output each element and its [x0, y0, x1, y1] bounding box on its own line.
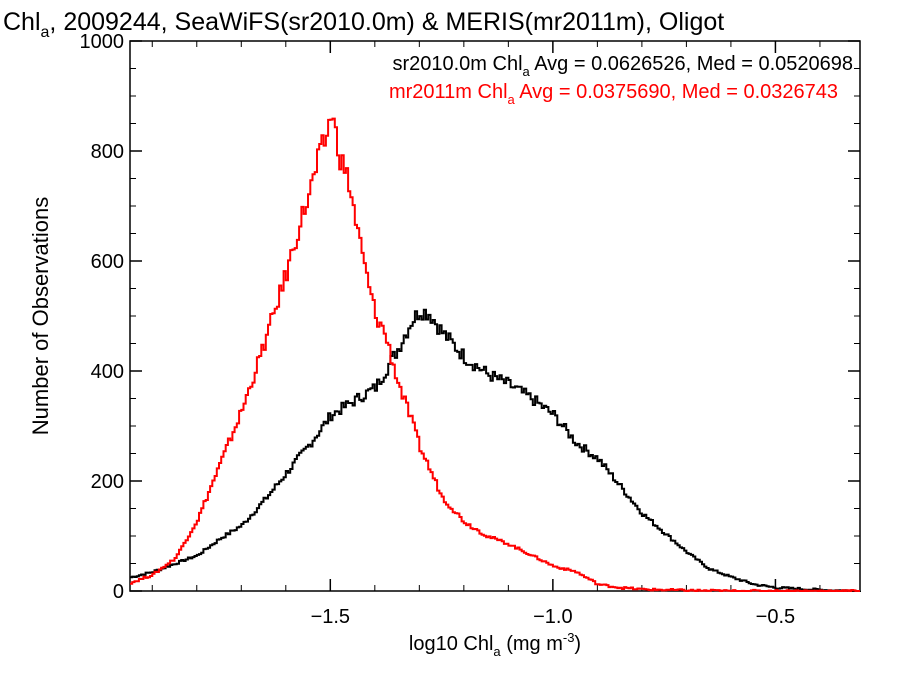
series-group — [130, 117, 861, 592]
plot-frame — [129, 40, 861, 592]
y-tick-label: 200 — [91, 471, 124, 493]
y-tick-label: 400 — [91, 361, 124, 383]
x-axis-label-post: ) — [574, 633, 581, 655]
chart-title-part1: Chl — [3, 8, 41, 36]
legend-series-1-sub: a — [523, 64, 531, 79]
axis-ticks: 0 200 400 600 800 1000 −1.5 −1.0 −0.5 — [80, 31, 860, 628]
x-axis-label-pre: log10 Chl — [409, 633, 494, 655]
chart-title-part2: , 2009244, SeaWiFS(sr2010.0m) & MERIS(mr… — [49, 8, 724, 36]
x-axis-label-sup: -3 — [563, 630, 575, 645]
y-tick-label: 800 — [91, 141, 124, 163]
y-tick-label: 600 — [91, 251, 124, 273]
x-tick-label: −1.0 — [533, 606, 572, 628]
legend-series-2: mr2011m Chla Avg = 0.0375690, Med = 0.03… — [389, 81, 838, 107]
x-axis-label-mid: (mg m — [501, 633, 563, 655]
legend-series-1: sr2010.0m Chla Avg = 0.0626526, Med = 0.… — [392, 53, 853, 79]
x-tick-label: −0.5 — [756, 606, 795, 628]
y-axis-label: Number of Observations — [28, 197, 53, 435]
x-axis-label: log10 Chla (mg m-3) — [409, 630, 581, 659]
series-1-histogram-line — [130, 308, 861, 592]
legend-series-2-post: Avg = 0.0375690, Med = 0.0326743 — [515, 81, 838, 103]
chart-title: Chla, 2009244, SeaWiFS(sr2010.0m) & MERI… — [3, 8, 724, 41]
legend-series-2-pre: mr2011m Chl — [389, 81, 508, 103]
legend-series-1-post: Avg = 0.0626526, Med = 0.0520698 — [530, 53, 853, 75]
x-axis-label-sub: a — [493, 644, 501, 659]
y-tick-label: 0 — [113, 581, 124, 603]
y-tick-label: 1000 — [80, 31, 125, 53]
chart-title-sub: a — [41, 24, 50, 41]
x-tick-label: −1.5 — [311, 606, 350, 628]
series-2-histogram-line — [130, 117, 860, 592]
legend-series-2-sub: a — [508, 92, 516, 107]
legend-series-1-pre: sr2010.0m Chl — [392, 53, 522, 75]
